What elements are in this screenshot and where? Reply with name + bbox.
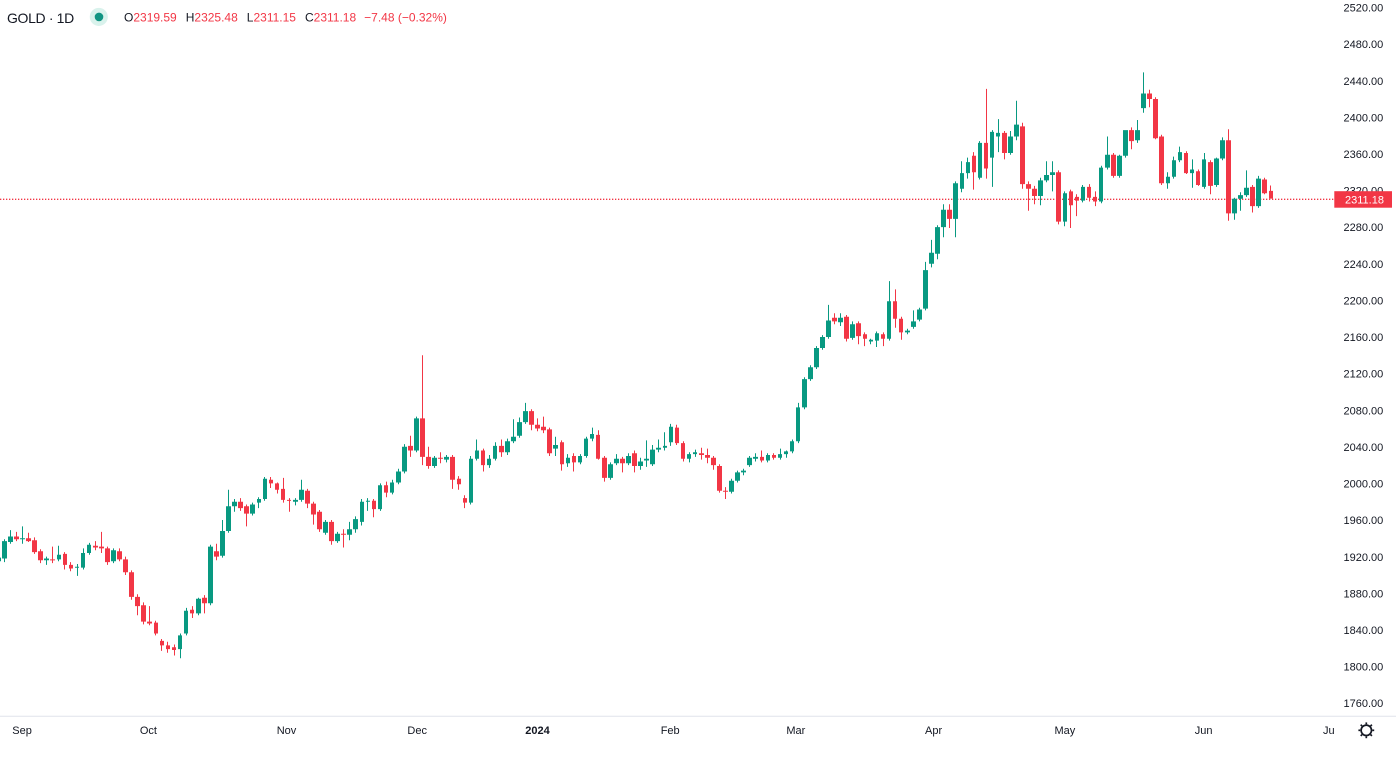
svg-text:GOLD · 1D: GOLD · 1D <box>7 10 74 26</box>
svg-text:Dec: Dec <box>407 725 427 737</box>
svg-text:Sep: Sep <box>12 725 32 737</box>
svg-text:2080.00: 2080.00 <box>1344 405 1384 417</box>
svg-text:2040.00: 2040.00 <box>1344 442 1384 454</box>
svg-text:1840.00: 1840.00 <box>1344 625 1384 637</box>
svg-text:2160.00: 2160.00 <box>1344 332 1384 344</box>
svg-text:2280.00: 2280.00 <box>1344 222 1384 234</box>
svg-text:2024: 2024 <box>525 725 550 737</box>
svg-text:2311.18: 2311.18 <box>1345 195 1384 207</box>
svg-text:2440.00: 2440.00 <box>1344 76 1384 88</box>
svg-text:1800.00: 1800.00 <box>1344 662 1384 674</box>
svg-text:Jun: Jun <box>1195 725 1213 737</box>
svg-text:Mar: Mar <box>786 725 805 737</box>
svg-text:2000.00: 2000.00 <box>1344 479 1384 491</box>
svg-text:Ju: Ju <box>1323 725 1335 737</box>
svg-text:Nov: Nov <box>277 725 297 737</box>
svg-text:Feb: Feb <box>661 725 680 737</box>
svg-text:2520.00: 2520.00 <box>1344 3 1384 15</box>
svg-text:2120.00: 2120.00 <box>1344 369 1384 381</box>
svg-text:2200.00: 2200.00 <box>1344 295 1384 307</box>
svg-text:1760.00: 1760.00 <box>1344 698 1384 710</box>
svg-text:1920.00: 1920.00 <box>1344 552 1384 564</box>
svg-text:2480.00: 2480.00 <box>1344 39 1384 51</box>
svg-text:1880.00: 1880.00 <box>1344 588 1384 600</box>
svg-text:2400.00: 2400.00 <box>1344 112 1384 124</box>
svg-text:1960.00: 1960.00 <box>1344 515 1384 527</box>
svg-text:May: May <box>1055 725 1076 737</box>
svg-text:Oct: Oct <box>140 725 157 737</box>
svg-text:2240.00: 2240.00 <box>1344 259 1384 271</box>
svg-text:2360.00: 2360.00 <box>1344 149 1384 161</box>
svg-text:Apr: Apr <box>925 725 942 737</box>
